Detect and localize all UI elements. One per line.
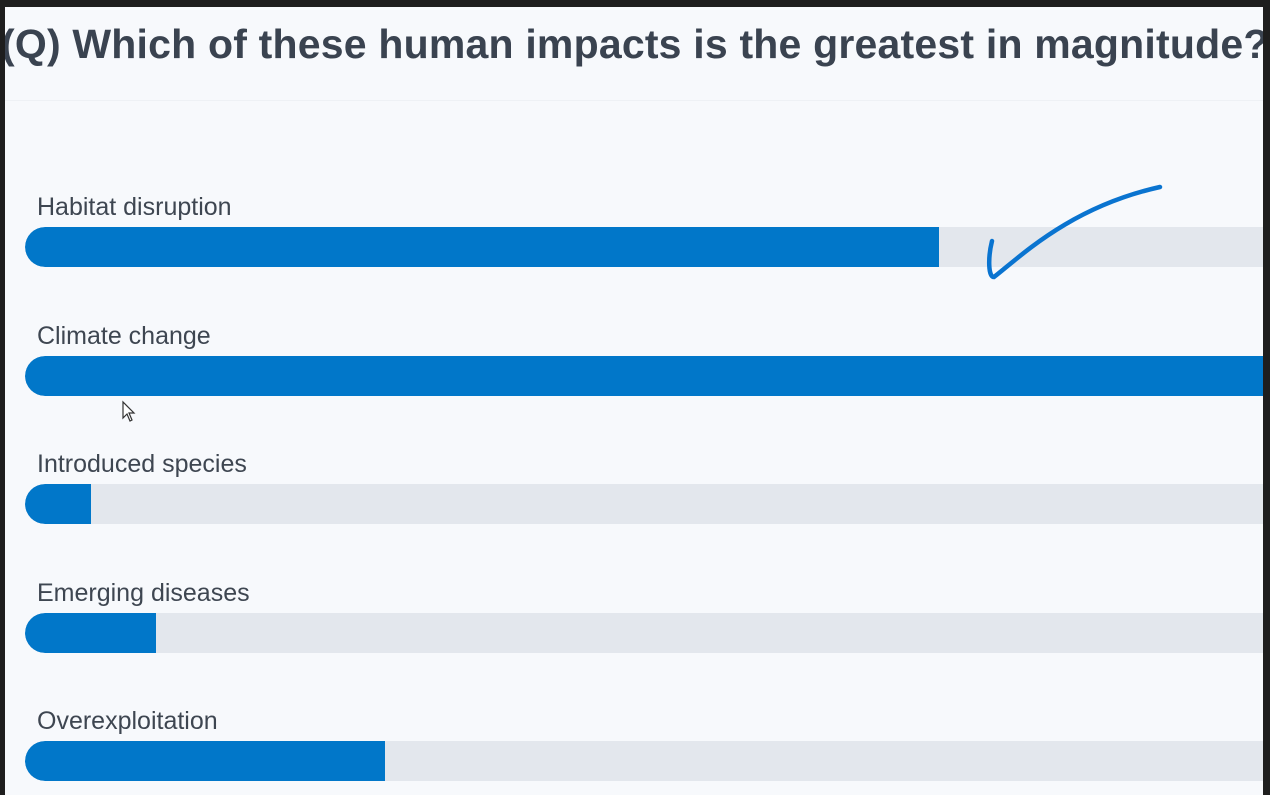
option-label: Habitat disruption bbox=[37, 193, 232, 221]
poll-option: Habitat disruption bbox=[25, 193, 1263, 277]
mouse-cursor-icon bbox=[122, 400, 136, 422]
option-label: Overexploitation bbox=[37, 707, 218, 735]
result-bar-track bbox=[25, 227, 1263, 267]
poll-option: Overexploitation bbox=[25, 707, 1263, 791]
poll-option: Introduced species bbox=[25, 450, 1263, 534]
poll-option: Climate change bbox=[25, 322, 1263, 406]
option-label: Emerging diseases bbox=[37, 578, 250, 607]
poll-option: Emerging diseases bbox=[25, 579, 1263, 663]
poll-question: (Q) Which of these human impacts is the … bbox=[5, 21, 1263, 67]
result-bar-fill bbox=[25, 484, 91, 524]
checkmark-icon bbox=[987, 184, 1163, 280]
option-label: Climate change bbox=[37, 321, 211, 350]
result-bar-fill bbox=[25, 741, 385, 781]
result-bar-fill bbox=[25, 612, 157, 653]
option-label: Introduced species bbox=[37, 450, 247, 478]
result-bar-fill bbox=[25, 355, 1263, 396]
poll-results-panel: (Q) Which of these human impacts is the … bbox=[5, 7, 1263, 795]
result-bar-track bbox=[25, 741, 1263, 781]
result-bar-track bbox=[25, 484, 1263, 524]
poll-header: (Q) Which of these human impacts is the … bbox=[5, 7, 1263, 101]
result-bar-track bbox=[25, 355, 1263, 396]
result-bar-track bbox=[25, 612, 1263, 653]
result-bar-fill bbox=[25, 227, 939, 267]
